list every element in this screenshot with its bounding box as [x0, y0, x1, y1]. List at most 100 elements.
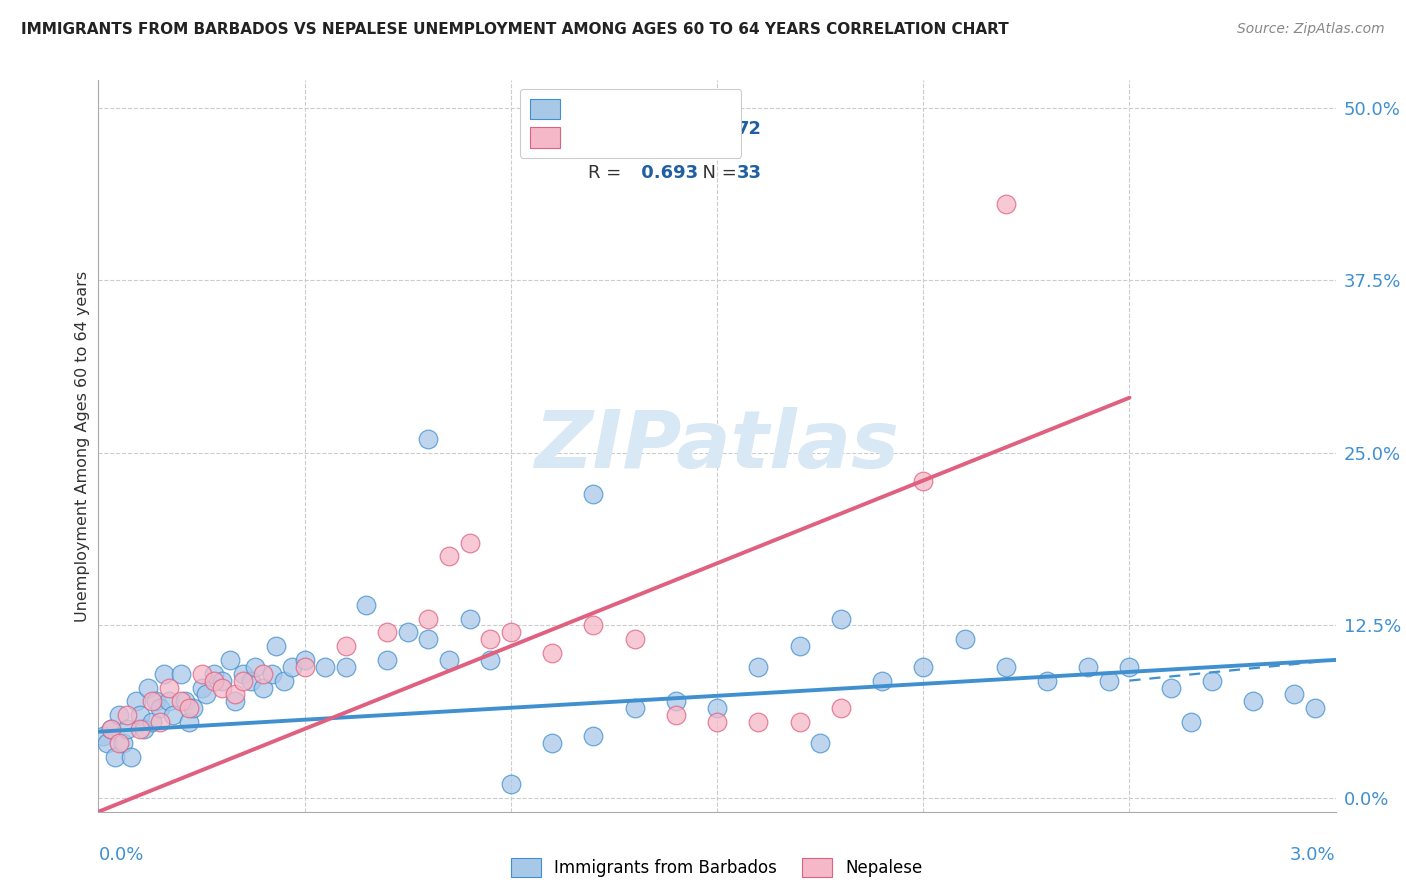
- Legend: Immigrants from Barbados, Nepalese: Immigrants from Barbados, Nepalese: [505, 851, 929, 884]
- Point: [870, 673, 893, 688]
- Text: 3.0%: 3.0%: [1291, 847, 1336, 864]
- Point: [458, 611, 481, 625]
- Point: [418, 632, 440, 647]
- Point: [202, 666, 225, 681]
- Point: [1036, 673, 1059, 688]
- Point: [141, 714, 163, 729]
- Point: [273, 673, 295, 688]
- Point: [375, 625, 398, 640]
- Point: [912, 474, 935, 488]
- Point: [170, 666, 193, 681]
- Text: R =: R =: [588, 120, 627, 138]
- Point: [396, 625, 419, 640]
- Point: [162, 708, 184, 723]
- Point: [479, 653, 502, 667]
- Point: [211, 681, 233, 695]
- Point: [145, 694, 167, 708]
- Point: [953, 632, 976, 647]
- Point: [1160, 681, 1182, 695]
- Point: [100, 722, 122, 736]
- Point: [141, 694, 163, 708]
- Point: [830, 611, 852, 625]
- Point: [153, 666, 176, 681]
- Point: [418, 432, 440, 446]
- Point: [1118, 660, 1140, 674]
- Text: 72: 72: [737, 120, 762, 138]
- Point: [912, 660, 935, 674]
- Point: [281, 660, 304, 674]
- Point: [190, 666, 212, 681]
- Point: [706, 714, 728, 729]
- Text: 0.0%: 0.0%: [98, 847, 143, 864]
- Point: [1241, 694, 1264, 708]
- Point: [157, 694, 180, 708]
- Point: [665, 694, 688, 708]
- Point: [181, 701, 204, 715]
- Point: [582, 729, 605, 743]
- Point: [190, 681, 212, 695]
- Point: [224, 687, 246, 701]
- Point: [179, 701, 201, 715]
- Text: IMMIGRANTS FROM BARBADOS VS NEPALESE UNEMPLOYMENT AMONG AGES 60 TO 64 YEARS CORR: IMMIGRANTS FROM BARBADOS VS NEPALESE UNE…: [21, 22, 1010, 37]
- Point: [194, 687, 217, 701]
- Point: [243, 660, 266, 674]
- Point: [747, 660, 769, 674]
- Point: [1284, 687, 1306, 701]
- Point: [219, 653, 242, 667]
- Point: [499, 777, 522, 791]
- Point: [1201, 673, 1223, 688]
- Point: [252, 666, 274, 681]
- Point: [149, 701, 172, 715]
- Text: N =: N =: [690, 120, 742, 138]
- Point: [157, 681, 180, 695]
- Text: 0.693: 0.693: [636, 164, 699, 182]
- Point: [499, 625, 522, 640]
- Point: [294, 653, 316, 667]
- Point: [240, 673, 263, 688]
- Text: R =: R =: [588, 164, 627, 182]
- Point: [232, 673, 254, 688]
- Text: ZIPatlas: ZIPatlas: [534, 407, 900, 485]
- Point: [132, 722, 155, 736]
- Point: [149, 714, 172, 729]
- Point: [104, 749, 127, 764]
- Point: [1303, 701, 1326, 715]
- Point: [1180, 714, 1202, 729]
- Point: [112, 736, 135, 750]
- Point: [100, 722, 122, 736]
- Point: [108, 708, 131, 723]
- Point: [623, 632, 645, 647]
- Point: [202, 673, 225, 688]
- Point: [789, 714, 811, 729]
- Point: [136, 681, 159, 695]
- Point: [224, 694, 246, 708]
- Point: [252, 681, 274, 695]
- Text: Source: ZipAtlas.com: Source: ZipAtlas.com: [1237, 22, 1385, 37]
- Point: [128, 722, 150, 736]
- Point: [174, 694, 197, 708]
- Point: [335, 639, 357, 653]
- Point: [128, 708, 150, 723]
- Point: [994, 197, 1017, 211]
- Point: [375, 653, 398, 667]
- Text: 33: 33: [737, 164, 762, 182]
- Point: [232, 666, 254, 681]
- Point: [706, 701, 728, 715]
- Point: [117, 722, 139, 736]
- Point: [437, 653, 460, 667]
- Point: [437, 549, 460, 564]
- Point: [582, 618, 605, 632]
- Point: [582, 487, 605, 501]
- Point: [179, 714, 201, 729]
- Point: [211, 673, 233, 688]
- Point: [458, 535, 481, 549]
- Point: [264, 639, 287, 653]
- Point: [108, 736, 131, 750]
- Point: [808, 736, 831, 750]
- Text: N =: N =: [690, 164, 742, 182]
- Point: [1098, 673, 1121, 688]
- Point: [541, 736, 564, 750]
- Point: [335, 660, 357, 674]
- Point: [623, 701, 645, 715]
- Point: [747, 714, 769, 729]
